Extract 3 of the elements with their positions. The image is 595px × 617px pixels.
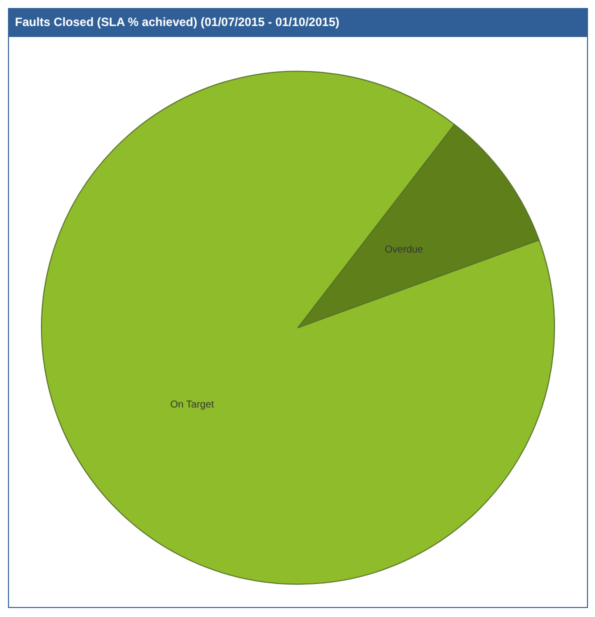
- slice-label: Overdue: [384, 244, 424, 256]
- chart-title: Faults Closed (SLA % achieved) (01/07/2015 - 01/10/2015): [9, 9, 587, 37]
- slice-label: On Target: [170, 400, 214, 411]
